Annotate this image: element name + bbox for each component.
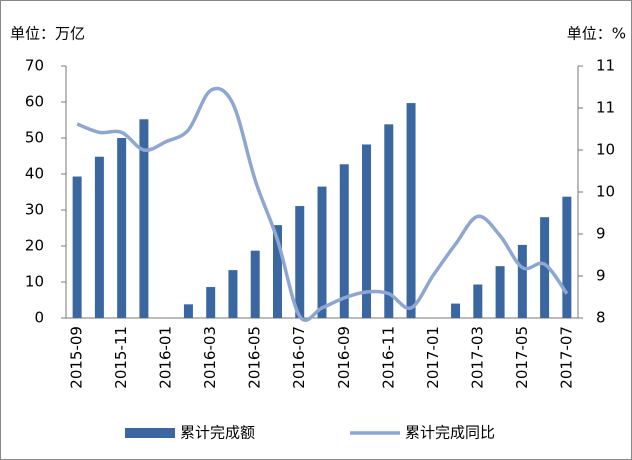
x-tick-label: 2015-11 [112,326,130,389]
y2-tick-label: 11 [596,99,615,117]
line [76,86,569,322]
y-tick-label: 0 [34,309,44,327]
y2-tick-label: 9 [596,267,606,285]
x-tick-label: 2017-01 [424,326,442,389]
y2-tick-label: 9 [596,225,606,243]
y-tick-label: 20 [25,237,44,255]
bar [451,303,461,318]
bar [117,138,127,318]
y2-axis-label: 单位：% [567,25,626,43]
x-tick-label: 2017-03 [468,326,486,389]
y2-tick-label: 10 [596,141,615,159]
bar [384,124,394,318]
bar [317,186,327,318]
x-tick-label: 2016-01 [157,326,175,389]
bar [562,196,572,318]
x-tick-label: 2017-05 [513,326,531,389]
bar [339,164,349,318]
bar [540,217,550,318]
x-tick-label: 2017-07 [557,326,575,389]
y-tick-label: 40 [25,165,44,183]
bar [362,144,372,318]
bar [183,304,193,318]
legend-label: 累计完成同比 [405,424,495,442]
legend-swatch [125,428,175,438]
y2-tick-label: 8 [596,309,606,327]
bar [228,270,238,318]
y-tick-label: 30 [25,201,44,219]
legend-label: 累计完成额 [180,424,255,442]
bar [139,119,149,318]
x-tick-label: 2016-11 [379,326,397,389]
bar [250,250,260,318]
x-tick-label: 2016-03 [201,326,219,389]
y-tick-label: 50 [25,129,44,147]
bar [206,287,216,318]
y-tick-label: 10 [25,273,44,291]
x-tick-label: 2016-07 [290,326,308,389]
bar [272,225,282,318]
bar [295,206,305,318]
x-tick-label: 2015-09 [68,326,86,389]
bar [495,266,505,318]
bar [406,103,416,318]
y-tick-label: 60 [25,93,44,111]
x-tick-label: 2016-05 [246,326,264,389]
y-axis-label: 单位：万亿 [10,25,85,43]
bar [473,284,483,318]
bar [72,176,82,318]
bar [517,244,527,318]
y-tick-label: 70 [25,57,44,75]
y2-tick-label: 11 [596,57,615,75]
y2-tick-label: 10 [596,183,615,201]
x-tick-label: 2016-09 [335,326,353,389]
bar [94,156,104,318]
